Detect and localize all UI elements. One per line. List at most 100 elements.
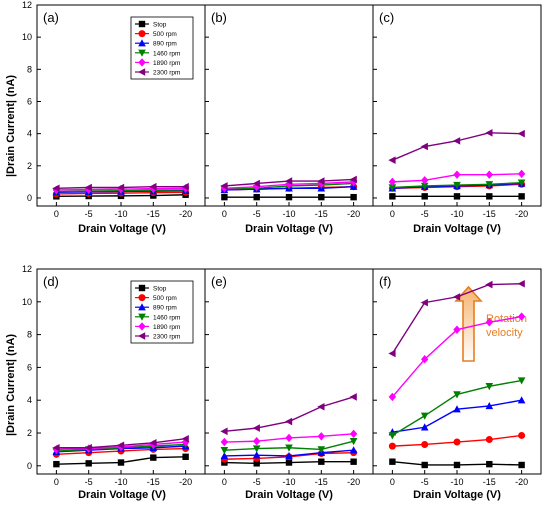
x-tick-label: -15	[147, 209, 160, 219]
x-tick-label: -10	[450, 477, 463, 487]
data-point	[52, 184, 60, 193]
panel-a-legend: Stop 500 rpm 890 rpm 1460 rpm 1890 rpm 2300 r…	[130, 16, 194, 80]
y-axis-label-top: |Drain Current| (nA)	[5, 75, 17, 177]
x-tick-label: -15	[483, 209, 496, 219]
legend-marker	[138, 58, 146, 67]
panel-e: 0 -5 -10 -15 -20 (e)	[204, 268, 374, 487]
x-tick-label: -20	[515, 209, 528, 219]
legend-entry: 1460 rpm	[153, 50, 180, 57]
data-point	[453, 170, 461, 179]
data-point	[421, 193, 428, 200]
data-point	[421, 440, 429, 448]
panel-c-label: (c)	[379, 10, 394, 25]
data-point	[285, 417, 293, 426]
y-tick-label: 2	[27, 428, 32, 438]
data-point	[182, 453, 189, 460]
legend-box	[130, 16, 194, 80]
data-point	[52, 443, 60, 452]
legend-entry: Stop	[153, 286, 167, 293]
data-point	[181, 434, 189, 443]
series-line	[392, 132, 522, 161]
data-point	[349, 175, 357, 184]
legend-entry: 500 rpm	[153, 31, 177, 38]
y-tick-label: 6	[27, 362, 32, 372]
legend-marker	[138, 303, 146, 311]
x-axis-label-a: Drain Voltage (V)	[78, 223, 166, 235]
data-point	[85, 460, 92, 467]
data-point	[420, 142, 428, 151]
legend-entry: Stop	[153, 22, 167, 29]
legend-marker	[138, 49, 146, 57]
y-tick-label: 0	[27, 461, 32, 471]
data-point	[453, 193, 461, 200]
x-tick-label: -10	[114, 209, 127, 219]
data-point	[420, 176, 429, 185]
x-tick-label: -5	[421, 209, 429, 219]
data-point	[453, 405, 461, 413]
panel-b: 0 -5 -10 -15 -20 (b)	[204, 4, 374, 219]
data-point	[517, 129, 525, 138]
x-axis-label-c: Drain Voltage (V)	[413, 223, 501, 235]
x-tick-label: -20	[347, 477, 360, 487]
data-point	[420, 355, 429, 364]
data-point	[485, 383, 494, 391]
x-axis-label-d: Drain Voltage (V)	[78, 489, 166, 501]
data-point	[318, 458, 325, 465]
legend-marker	[138, 30, 146, 38]
series-line	[224, 396, 354, 433]
panel-a: 0 -5 -10 -15 -20 0 2 4 6 8 10 12 (a) Stop 500 rpm 890 r…	[22, 0, 206, 219]
data-point	[317, 402, 325, 411]
legend-marker	[138, 294, 146, 302]
data-point	[518, 461, 525, 469]
y-tick-label: 8	[27, 64, 32, 74]
legend-marker	[138, 20, 146, 28]
data-point	[318, 193, 325, 201]
data-point	[389, 458, 396, 465]
x-tick-label: -15	[147, 477, 160, 487]
data-point	[349, 429, 358, 439]
legend-entry: 2300 rpm	[153, 70, 180, 77]
data-point	[285, 433, 293, 443]
panel-c: 0 -5 -10 -15 -20 (c)	[372, 4, 542, 219]
legend-entry: 1890 rpm	[153, 60, 180, 67]
x-axis-label-f: Drain Voltage (V)	[413, 489, 501, 501]
data-point	[252, 451, 261, 459]
data-point	[349, 393, 357, 401]
legend-marker	[138, 332, 146, 340]
data-point	[285, 451, 293, 460]
x-axis-label-b: Drain Voltage (V)	[245, 223, 333, 235]
panel-d-label: (d)	[43, 274, 59, 289]
x-tick-label: 0	[222, 209, 227, 219]
data-point	[317, 432, 326, 441]
y-tick-label: 4	[27, 129, 32, 139]
panel-f-label: (f)	[379, 274, 391, 289]
data-point	[317, 177, 325, 185]
legend-marker	[138, 39, 146, 47]
x-tick-label: -20	[347, 209, 360, 219]
data-point	[253, 460, 260, 467]
series-line	[392, 399, 522, 433]
panel-f: 0 -5 -10 -15 -20 (f)	[372, 268, 542, 487]
data-point	[453, 325, 461, 334]
data-point	[485, 436, 493, 444]
data-point	[285, 193, 293, 201]
x-tick-label: -10	[450, 209, 463, 219]
data-point	[53, 460, 60, 468]
data-point	[453, 438, 461, 446]
data-point	[117, 459, 125, 466]
data-point	[518, 193, 525, 200]
data-point	[485, 170, 494, 179]
data-point	[421, 461, 428, 469]
legend-entry: 1890 rpm	[153, 324, 180, 331]
data-point	[517, 396, 526, 404]
data-point	[220, 427, 228, 436]
data-point	[285, 177, 293, 185]
data-point	[388, 392, 397, 402]
data-point	[388, 432, 397, 440]
data-point	[389, 193, 396, 200]
x-tick-label: 0	[390, 209, 395, 219]
data-point	[453, 293, 461, 301]
data-point	[84, 183, 92, 192]
y-tick-label: 0	[27, 193, 32, 203]
